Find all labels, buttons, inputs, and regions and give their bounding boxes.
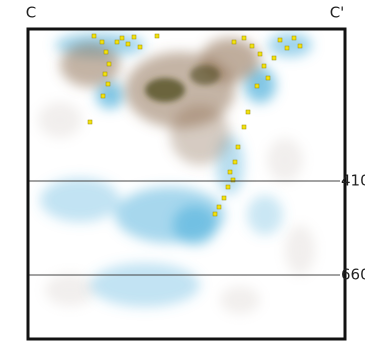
start-label: C xyxy=(26,4,36,22)
tomography-image xyxy=(28,29,345,339)
depth-label: 660 xyxy=(341,266,365,284)
panel-frame xyxy=(26,27,347,341)
end-label: C' xyxy=(330,4,345,22)
depth-label: 410 xyxy=(341,172,365,190)
